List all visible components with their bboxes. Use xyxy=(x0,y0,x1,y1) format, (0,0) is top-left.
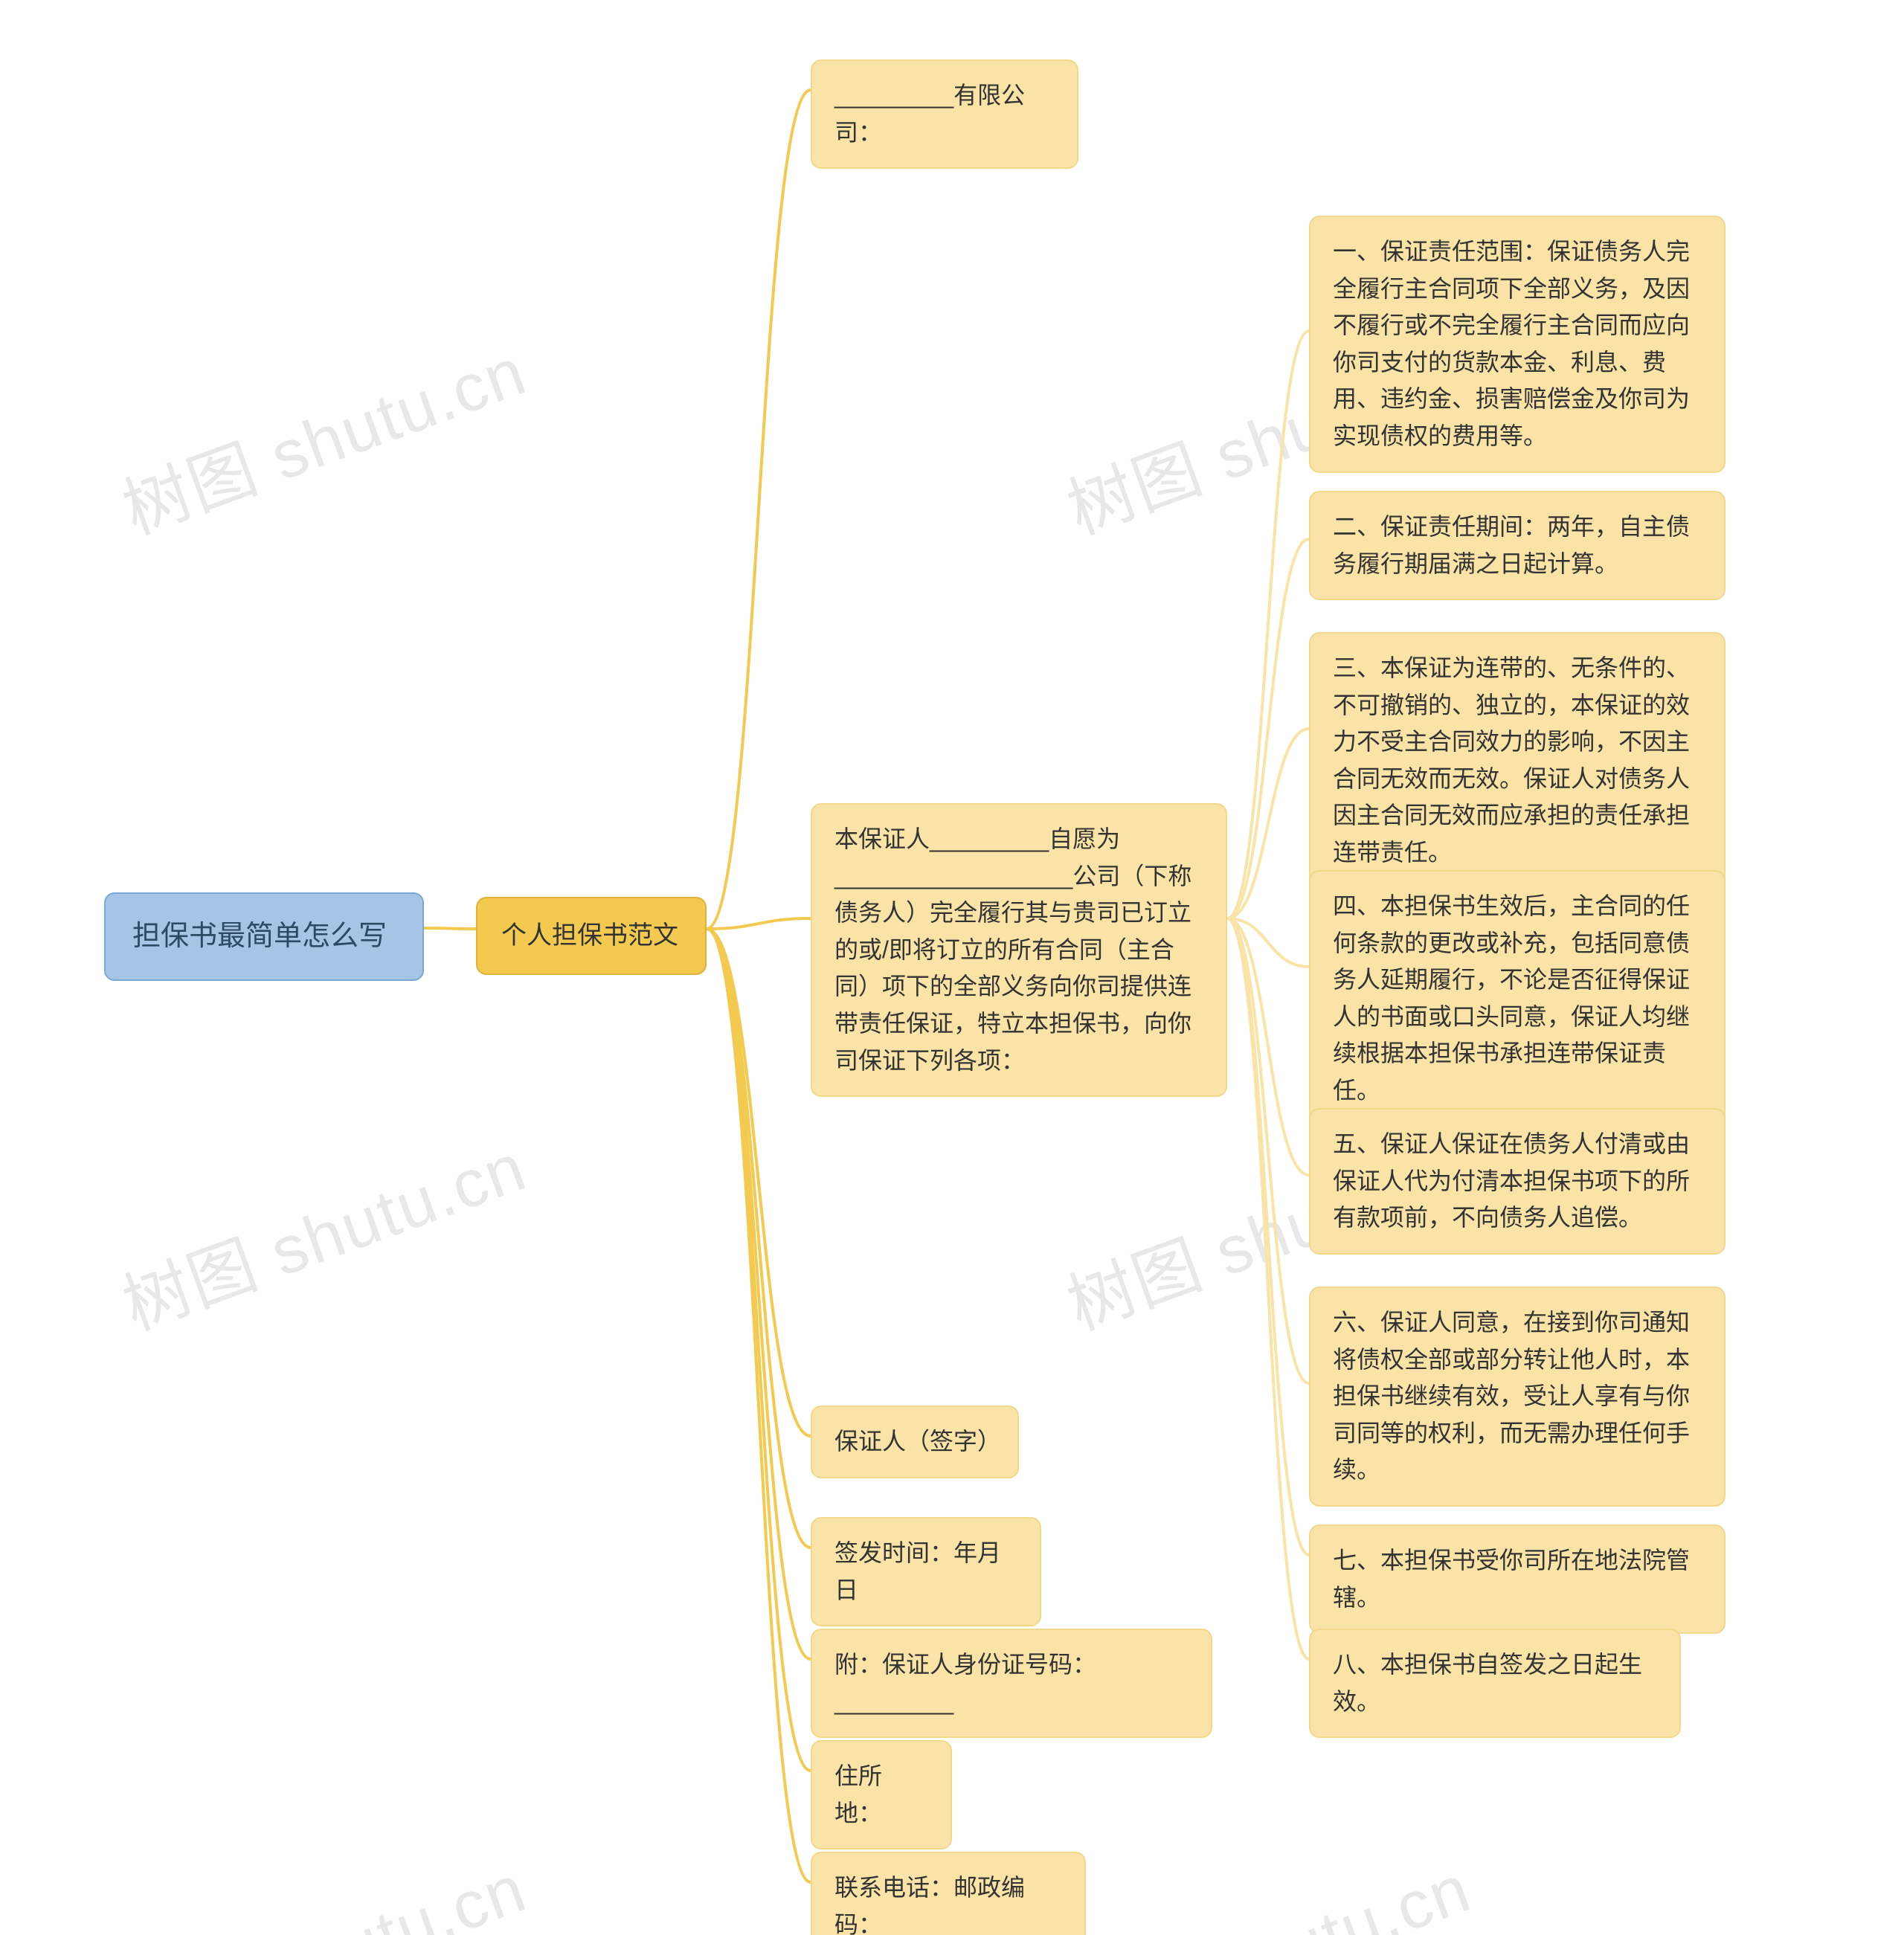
leaf-term-1[interactable]: 一、保证责任范围：保证债务人完全履行主合同项下全部义务，及因不履行或不完全履行主… xyxy=(1309,216,1726,473)
leaf-guarantor-intro[interactable]: 本保证人_________自愿为__________________公司（下称债… xyxy=(811,803,1227,1097)
leaf-idno[interactable]: 附：保证人身份证号码：_________ xyxy=(811,1629,1212,1738)
leaf-term-6[interactable]: 六、保证人同意，在接到你司通知将债权全部或部分转让他人时，本担保书继续有效，受让… xyxy=(1309,1287,1726,1507)
leaf-term-7[interactable]: 七、本担保书受你司所在地法院管辖。 xyxy=(1309,1525,1726,1634)
root-node[interactable]: 担保书最简单怎么写 xyxy=(104,892,424,981)
watermark: 树图 shutu.cn xyxy=(1052,1835,1482,1935)
leaf-address[interactable]: 住所地： xyxy=(811,1740,952,1849)
leaf-term-8[interactable]: 八、本担保书自签发之日起生效。 xyxy=(1309,1629,1681,1738)
watermark: 树图 shutu.cn xyxy=(108,1113,537,1348)
leaf-phone[interactable]: 联系电话：邮政编码： xyxy=(811,1852,1086,1935)
leaf-term-5[interactable]: 五、保证人保证在债务人付清或由保证人代为付清本担保书项下的所有款项前，不向债务人… xyxy=(1309,1108,1726,1255)
leaf-term-3[interactable]: 三、本保证为连带的、无条件的、不可撤销的、独立的，本保证的效力不受主合同效力的影… xyxy=(1309,632,1726,889)
watermark: 树图 shutu.cn xyxy=(108,318,537,553)
watermark: 树图 shutu.cn xyxy=(108,1835,537,1935)
leaf-date[interactable]: 签发时间：年月日 xyxy=(811,1517,1041,1626)
leaf-company[interactable]: _________有限公司： xyxy=(811,59,1078,169)
branch-node-personal[interactable]: 个人担保书范文 xyxy=(476,897,707,975)
leaf-term-4[interactable]: 四、本担保书生效后，主合同的任何条款的更改或补充，包括同意债务人延期履行，不论是… xyxy=(1309,870,1726,1127)
leaf-sign[interactable]: 保证人（签字） xyxy=(811,1406,1019,1478)
leaf-term-2[interactable]: 二、保证责任期间：两年，自主债务履行期届满之日起计算。 xyxy=(1309,491,1726,600)
mindmap-canvas: 树图 shutu.cn 树图 shutu.cn 树图 shutu.cn 树图 s… xyxy=(0,0,1904,1935)
